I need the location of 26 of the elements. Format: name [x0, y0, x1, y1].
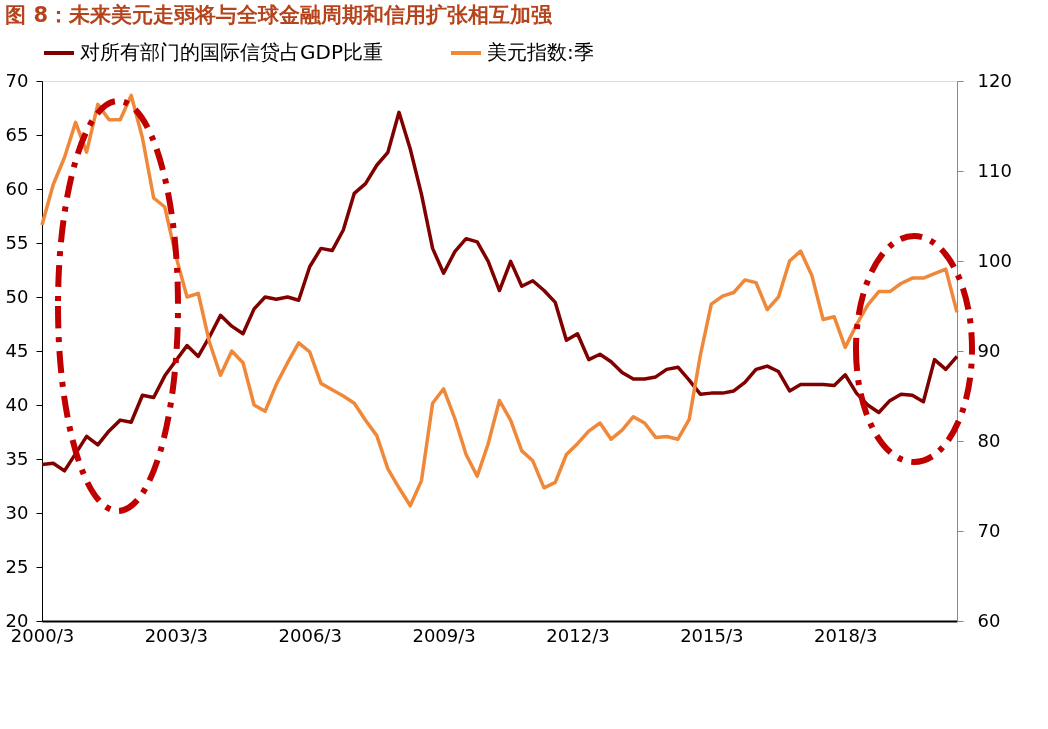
y2-tick-label: 100: [977, 249, 1012, 271]
y-tick-label: 30: [5, 501, 29, 523]
y-tick-label: 60: [5, 177, 29, 199]
y2-tick-label: 70: [977, 519, 1001, 541]
y-tick-label: 25: [5, 555, 29, 577]
y2-tick-label: 60: [977, 609, 1001, 631]
chart-title: 图 8：未来美元走弱将与全球金融周期和信用扩张相互加强: [5, 3, 554, 27]
y2-tick-label: 120: [977, 69, 1012, 91]
y-tick-label: 35: [5, 447, 29, 469]
x-tick-label: 2015/3: [680, 624, 744, 646]
x-tick-label: 2009/3: [412, 624, 476, 646]
x-tick-label: 2018/3: [814, 624, 878, 646]
x-tick-label: 2012/3: [546, 624, 610, 646]
y-tick-label: 50: [5, 285, 29, 307]
y-tick-label: 65: [5, 123, 29, 145]
x-tick-label: 2006/3: [278, 624, 342, 646]
x-tick-label: 2003/3: [144, 624, 208, 646]
legend-label: 美元指数:季: [487, 40, 594, 64]
y2-tick-label: 110: [977, 159, 1012, 181]
y-tick-label: 40: [5, 393, 29, 415]
y2-tick-label: 90: [977, 339, 1001, 361]
legend-label: 对所有部门的国际信贷占GDP比重: [80, 40, 383, 64]
y-tick-label: 55: [5, 231, 29, 253]
y-tick-label: 45: [5, 339, 29, 361]
y2-tick-label: 80: [977, 429, 1001, 451]
y-tick-label: 70: [5, 69, 29, 91]
